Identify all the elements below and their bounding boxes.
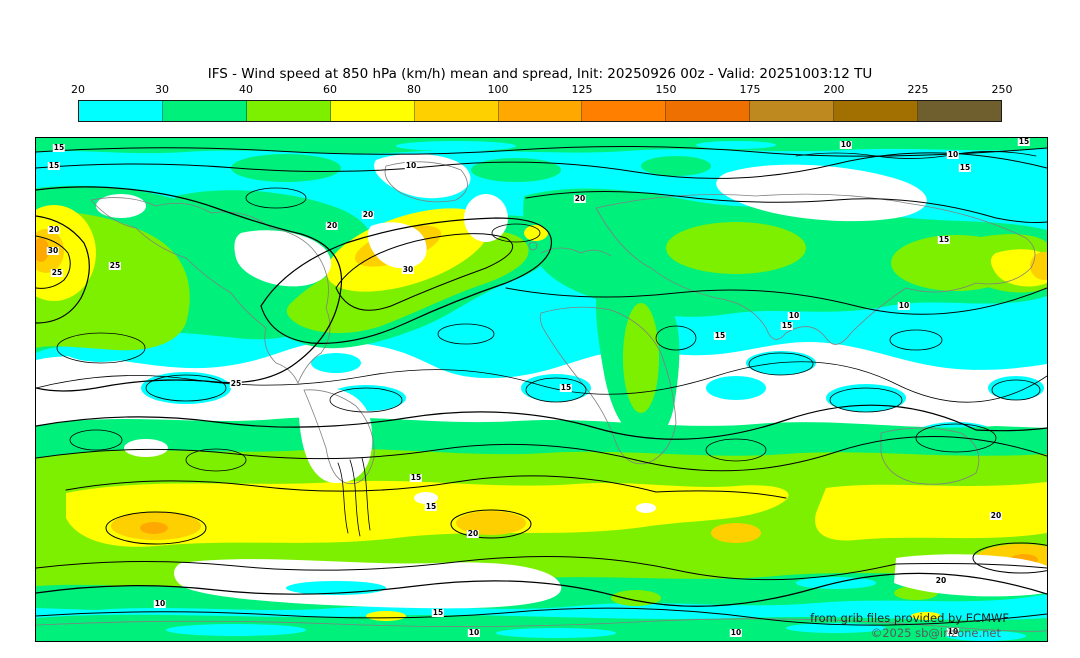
contour-label: 20 [361, 210, 375, 219]
colorbar-segment-1 [162, 101, 247, 121]
contour-label: 10 [729, 628, 743, 637]
attribution-source: from grib files provided by ECMWF [810, 611, 1009, 625]
colorbar-tick-80: 80 [407, 83, 421, 96]
colorbar-segment-6 [582, 101, 667, 121]
contour-label: 15 [713, 331, 727, 340]
contour-label: 20 [325, 221, 339, 230]
colorbar-segment-7 [666, 101, 751, 121]
contour-label: 15 [52, 143, 66, 152]
contour-label: 30 [46, 246, 60, 255]
contour-label: 20 [934, 576, 948, 585]
contour-label: 10 [946, 150, 960, 159]
contour-label: 15 [780, 321, 794, 330]
contour-label: 15 [424, 502, 438, 511]
contour-label: 25 [229, 379, 243, 388]
colorbar-tick-40: 40 [239, 83, 253, 96]
contour-label: 10 [787, 311, 801, 320]
colorbar-segment-3 [330, 101, 415, 121]
colorbar-tick-60: 60 [323, 83, 337, 96]
colorbar-tick-30: 30 [155, 83, 169, 96]
contour-label: 25 [108, 261, 122, 270]
colorbar-segment-0 [79, 101, 163, 121]
colorbar-segment-8 [750, 101, 835, 121]
contour-label: 10 [404, 161, 418, 170]
contour-label: 15 [958, 163, 972, 172]
world-wind-map: 15 15 10 10 10 15 15 20 30 25 25 20 20 30 20 15 10 10 15 15… [35, 137, 1048, 642]
colorbar [78, 100, 1002, 122]
contour-label: 10 [946, 627, 960, 636]
colorbar-tick-100: 100 [487, 83, 509, 96]
contour-label: 15 [47, 161, 61, 170]
attribution-copyright: ©2025 sb@irizone.net [870, 626, 1001, 640]
colorbar-tick-125: 125 [571, 83, 593, 96]
contour-label: 15 [559, 383, 573, 392]
contour-label: 10 [897, 301, 911, 310]
contour-label: 20 [47, 225, 61, 234]
colorbar-tick-200: 200 [823, 83, 845, 96]
colorbar-segment-5 [498, 101, 583, 121]
colorbar-tick-175: 175 [739, 83, 761, 96]
spread-contours [36, 145, 1047, 626]
page-title: IFS - Wind speed at 850 hPa (km/h) mean … [207, 66, 873, 82]
contour-label: 10 [153, 599, 167, 608]
coastlines [36, 161, 1047, 632]
colorbar-tick-225: 225 [907, 83, 929, 96]
contour-label: 20 [573, 194, 587, 203]
contour-label: 10 [839, 140, 853, 149]
colorbar-segment-9 [834, 101, 919, 121]
colorbar-tick-250: 250 [991, 83, 1013, 96]
contour-label: 20 [989, 511, 1003, 520]
colorbar-segment-4 [414, 101, 499, 121]
contour-label: 15 [937, 235, 951, 244]
contour-label: 10 [467, 628, 481, 637]
contour-label: 20 [466, 529, 480, 538]
contour-label: 15 [409, 473, 423, 482]
contour-label: 25 [50, 268, 64, 277]
cyan-wisps [166, 141, 1026, 641]
contour-label: 30 [401, 265, 415, 274]
colorbar-tick-labels: 20 30 40 60 80 100 125 150 175 200 225 250 [71, 83, 1013, 97]
contour-label: 15 [431, 608, 445, 617]
yellow-regions [36, 205, 1047, 621]
colorbar-segment-10 [918, 101, 1001, 121]
contour-label: 15 [1017, 137, 1031, 146]
colorbar-tick-150: 150 [655, 83, 677, 96]
colorbar-segment-2 [246, 101, 331, 121]
colorbar-tick-20: 20 [71, 83, 85, 96]
wind-speed-contour-plot [36, 138, 1047, 641]
